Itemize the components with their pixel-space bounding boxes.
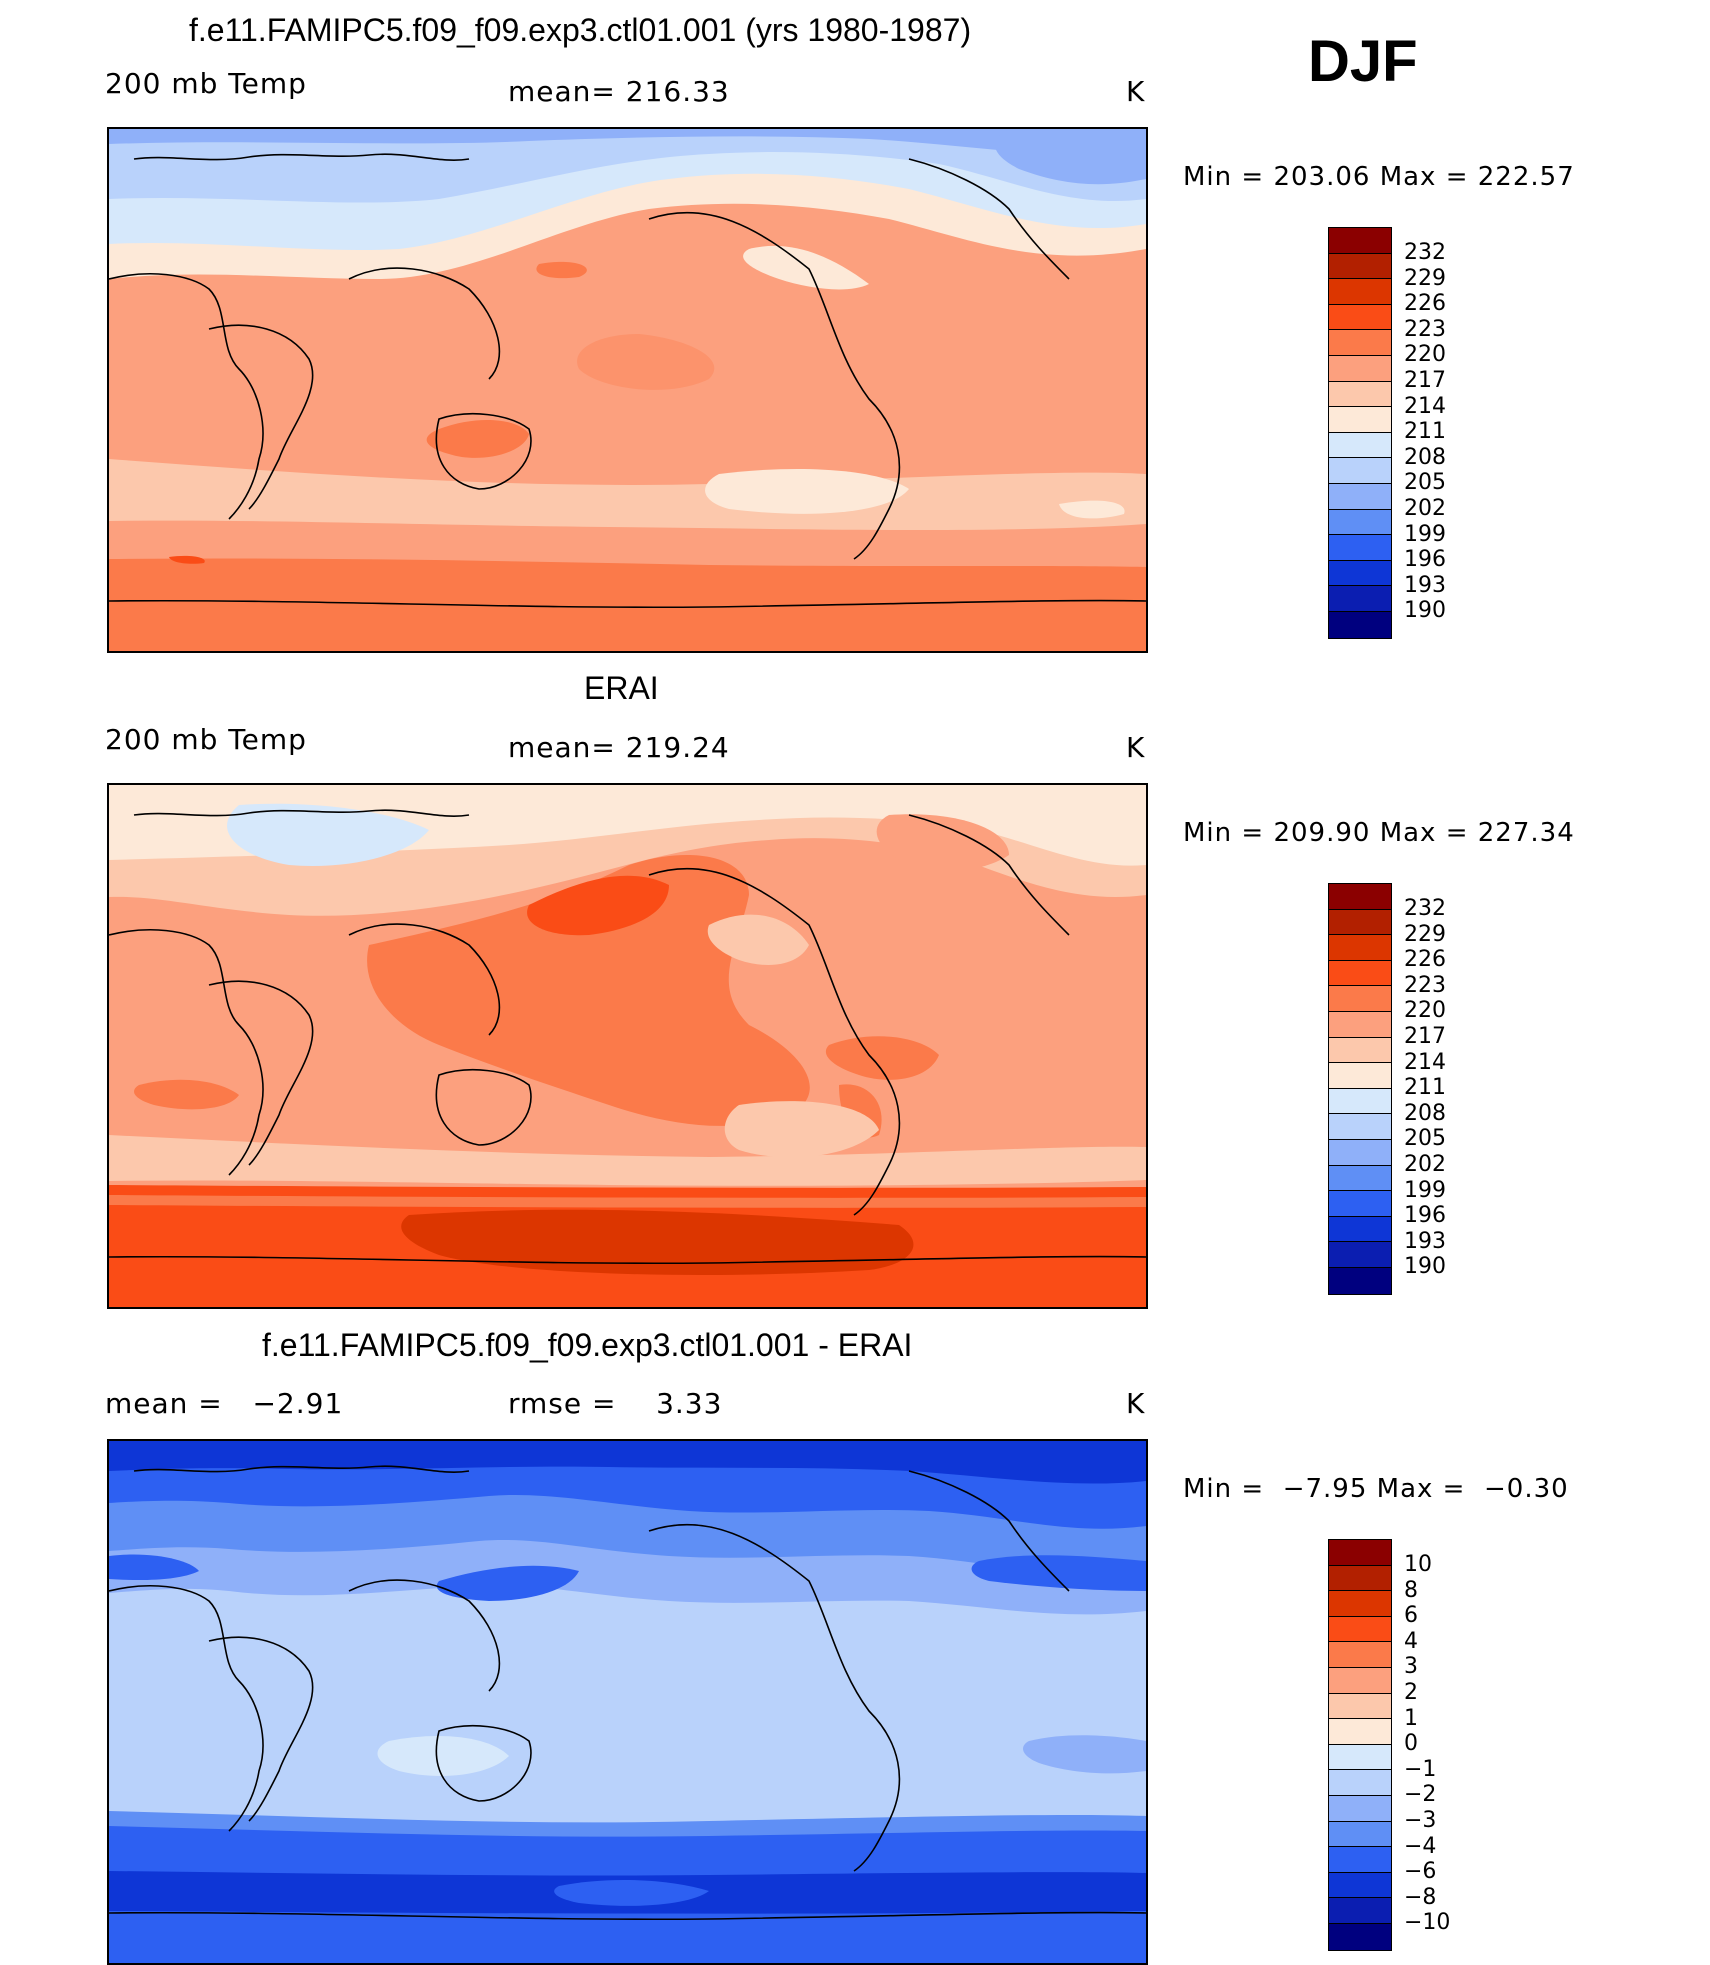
panel3-minmax: Min = −7.95 Max = −0.30 — [1183, 1474, 1569, 1504]
panel3-colorbar-tick: −3 — [1404, 1808, 1437, 1833]
panel1-colorbar-tick: 223 — [1404, 317, 1446, 342]
panel1-center-label: mean= 216.33 — [508, 75, 730, 108]
panel3-colorbar-tick: −4 — [1404, 1834, 1437, 1859]
panel1-colorbar-tick: 196 — [1404, 547, 1446, 572]
panel2-center-label: mean= 219.24 — [508, 731, 730, 764]
panel1-title: f.e11.FAMIPC5.f09_f09.exp3.ctl01.001 (yr… — [189, 12, 972, 48]
panel1-colorbar-tick: 190 — [1404, 598, 1446, 623]
panel1-colorbar-tick: 202 — [1404, 496, 1446, 521]
panel1-map — [107, 127, 1148, 653]
panel3-colorbar-tick: −8 — [1404, 1885, 1437, 1910]
panel2-colorbar — [1328, 883, 1392, 1295]
panel2-colorbar-tick: 223 — [1404, 973, 1446, 998]
panel2-colorbar-tick: 232 — [1404, 896, 1446, 921]
panel3-colorbar-tick: −1 — [1404, 1757, 1437, 1782]
panel1-colorbar-tick: 208 — [1404, 445, 1446, 470]
panel3-colorbar-tick: 4 — [1404, 1629, 1418, 1654]
panel3-colorbar-tick: 0 — [1404, 1731, 1418, 1756]
panel2-colorbar-tick: 190 — [1404, 1254, 1446, 1279]
panel3-center-label: rmse = 3.33 — [508, 1387, 723, 1420]
panel2-map — [107, 783, 1148, 1309]
panel1-colorbar-tick: 205 — [1404, 470, 1446, 495]
panel3-colorbar-tick: −6 — [1404, 1859, 1437, 1884]
season-label: DJF — [1308, 29, 1418, 94]
panel2-colorbar-tick: 193 — [1404, 1229, 1446, 1254]
panel2-units: K — [1126, 731, 1146, 764]
panel2-colorbar-tick: 202 — [1404, 1152, 1446, 1177]
panel1-colorbar-tick: 199 — [1404, 522, 1446, 547]
panel3-colorbar-tick: −10 — [1404, 1910, 1451, 1935]
panel1-colorbar-tick: 211 — [1404, 419, 1446, 444]
panel2-minmax: Min = 209.90 Max = 227.34 — [1183, 818, 1575, 848]
panel2-colorbar-tick: 226 — [1404, 947, 1446, 972]
panel3-colorbar — [1328, 1539, 1392, 1951]
panel2-colorbar-tick: 217 — [1404, 1024, 1446, 1049]
panel1-minmax: Min = 203.06 Max = 222.57 — [1183, 162, 1575, 192]
panel2-colorbar-tick: 229 — [1404, 922, 1446, 947]
panel3-left-label: mean = −2.91 — [105, 1387, 344, 1420]
panel1-colorbar — [1328, 227, 1392, 639]
panel3-colorbar-tick: 8 — [1404, 1578, 1418, 1603]
panel1-colorbar-tick: 232 — [1404, 240, 1446, 265]
panel1-left-label: 200 mb Temp — [105, 67, 307, 100]
panel3-colorbar-tick: 10 — [1404, 1552, 1432, 1577]
panel2-colorbar-tick: 196 — [1404, 1203, 1446, 1228]
panel3-colorbar-tick: 1 — [1404, 1706, 1418, 1731]
panel3-title: f.e11.FAMIPC5.f09_f09.exp3.ctl01.001 - E… — [262, 1327, 913, 1363]
panel3-colorbar-tick: 6 — [1404, 1603, 1418, 1628]
panel3-colorbar-tick: 3 — [1404, 1654, 1418, 1679]
panel2-colorbar-tick: 205 — [1404, 1126, 1446, 1151]
panel3-map — [107, 1439, 1148, 1965]
panel3-colorbar-tick: −2 — [1404, 1782, 1437, 1807]
panel1-colorbar-tick: 193 — [1404, 573, 1446, 598]
panel1-colorbar-tick: 217 — [1404, 368, 1446, 393]
panel2-colorbar-tick: 208 — [1404, 1101, 1446, 1126]
panel1-units: K — [1126, 75, 1146, 108]
panel1-colorbar-tick: 226 — [1404, 291, 1446, 316]
panel3-colorbar-tick: 2 — [1404, 1680, 1418, 1705]
panel2-left-label: 200 mb Temp — [105, 723, 307, 756]
panel2-title: ERAI — [584, 670, 659, 706]
panel3-units: K — [1126, 1387, 1146, 1420]
panel1-colorbar-tick: 214 — [1404, 394, 1446, 419]
panel1-colorbar-tick: 229 — [1404, 266, 1446, 291]
panel2-colorbar-tick: 214 — [1404, 1050, 1446, 1075]
panel1-colorbar-tick: 220 — [1404, 342, 1446, 367]
panel2-colorbar-tick: 220 — [1404, 998, 1446, 1023]
panel2-colorbar-tick: 211 — [1404, 1075, 1446, 1100]
panel2-colorbar-tick: 199 — [1404, 1178, 1446, 1203]
